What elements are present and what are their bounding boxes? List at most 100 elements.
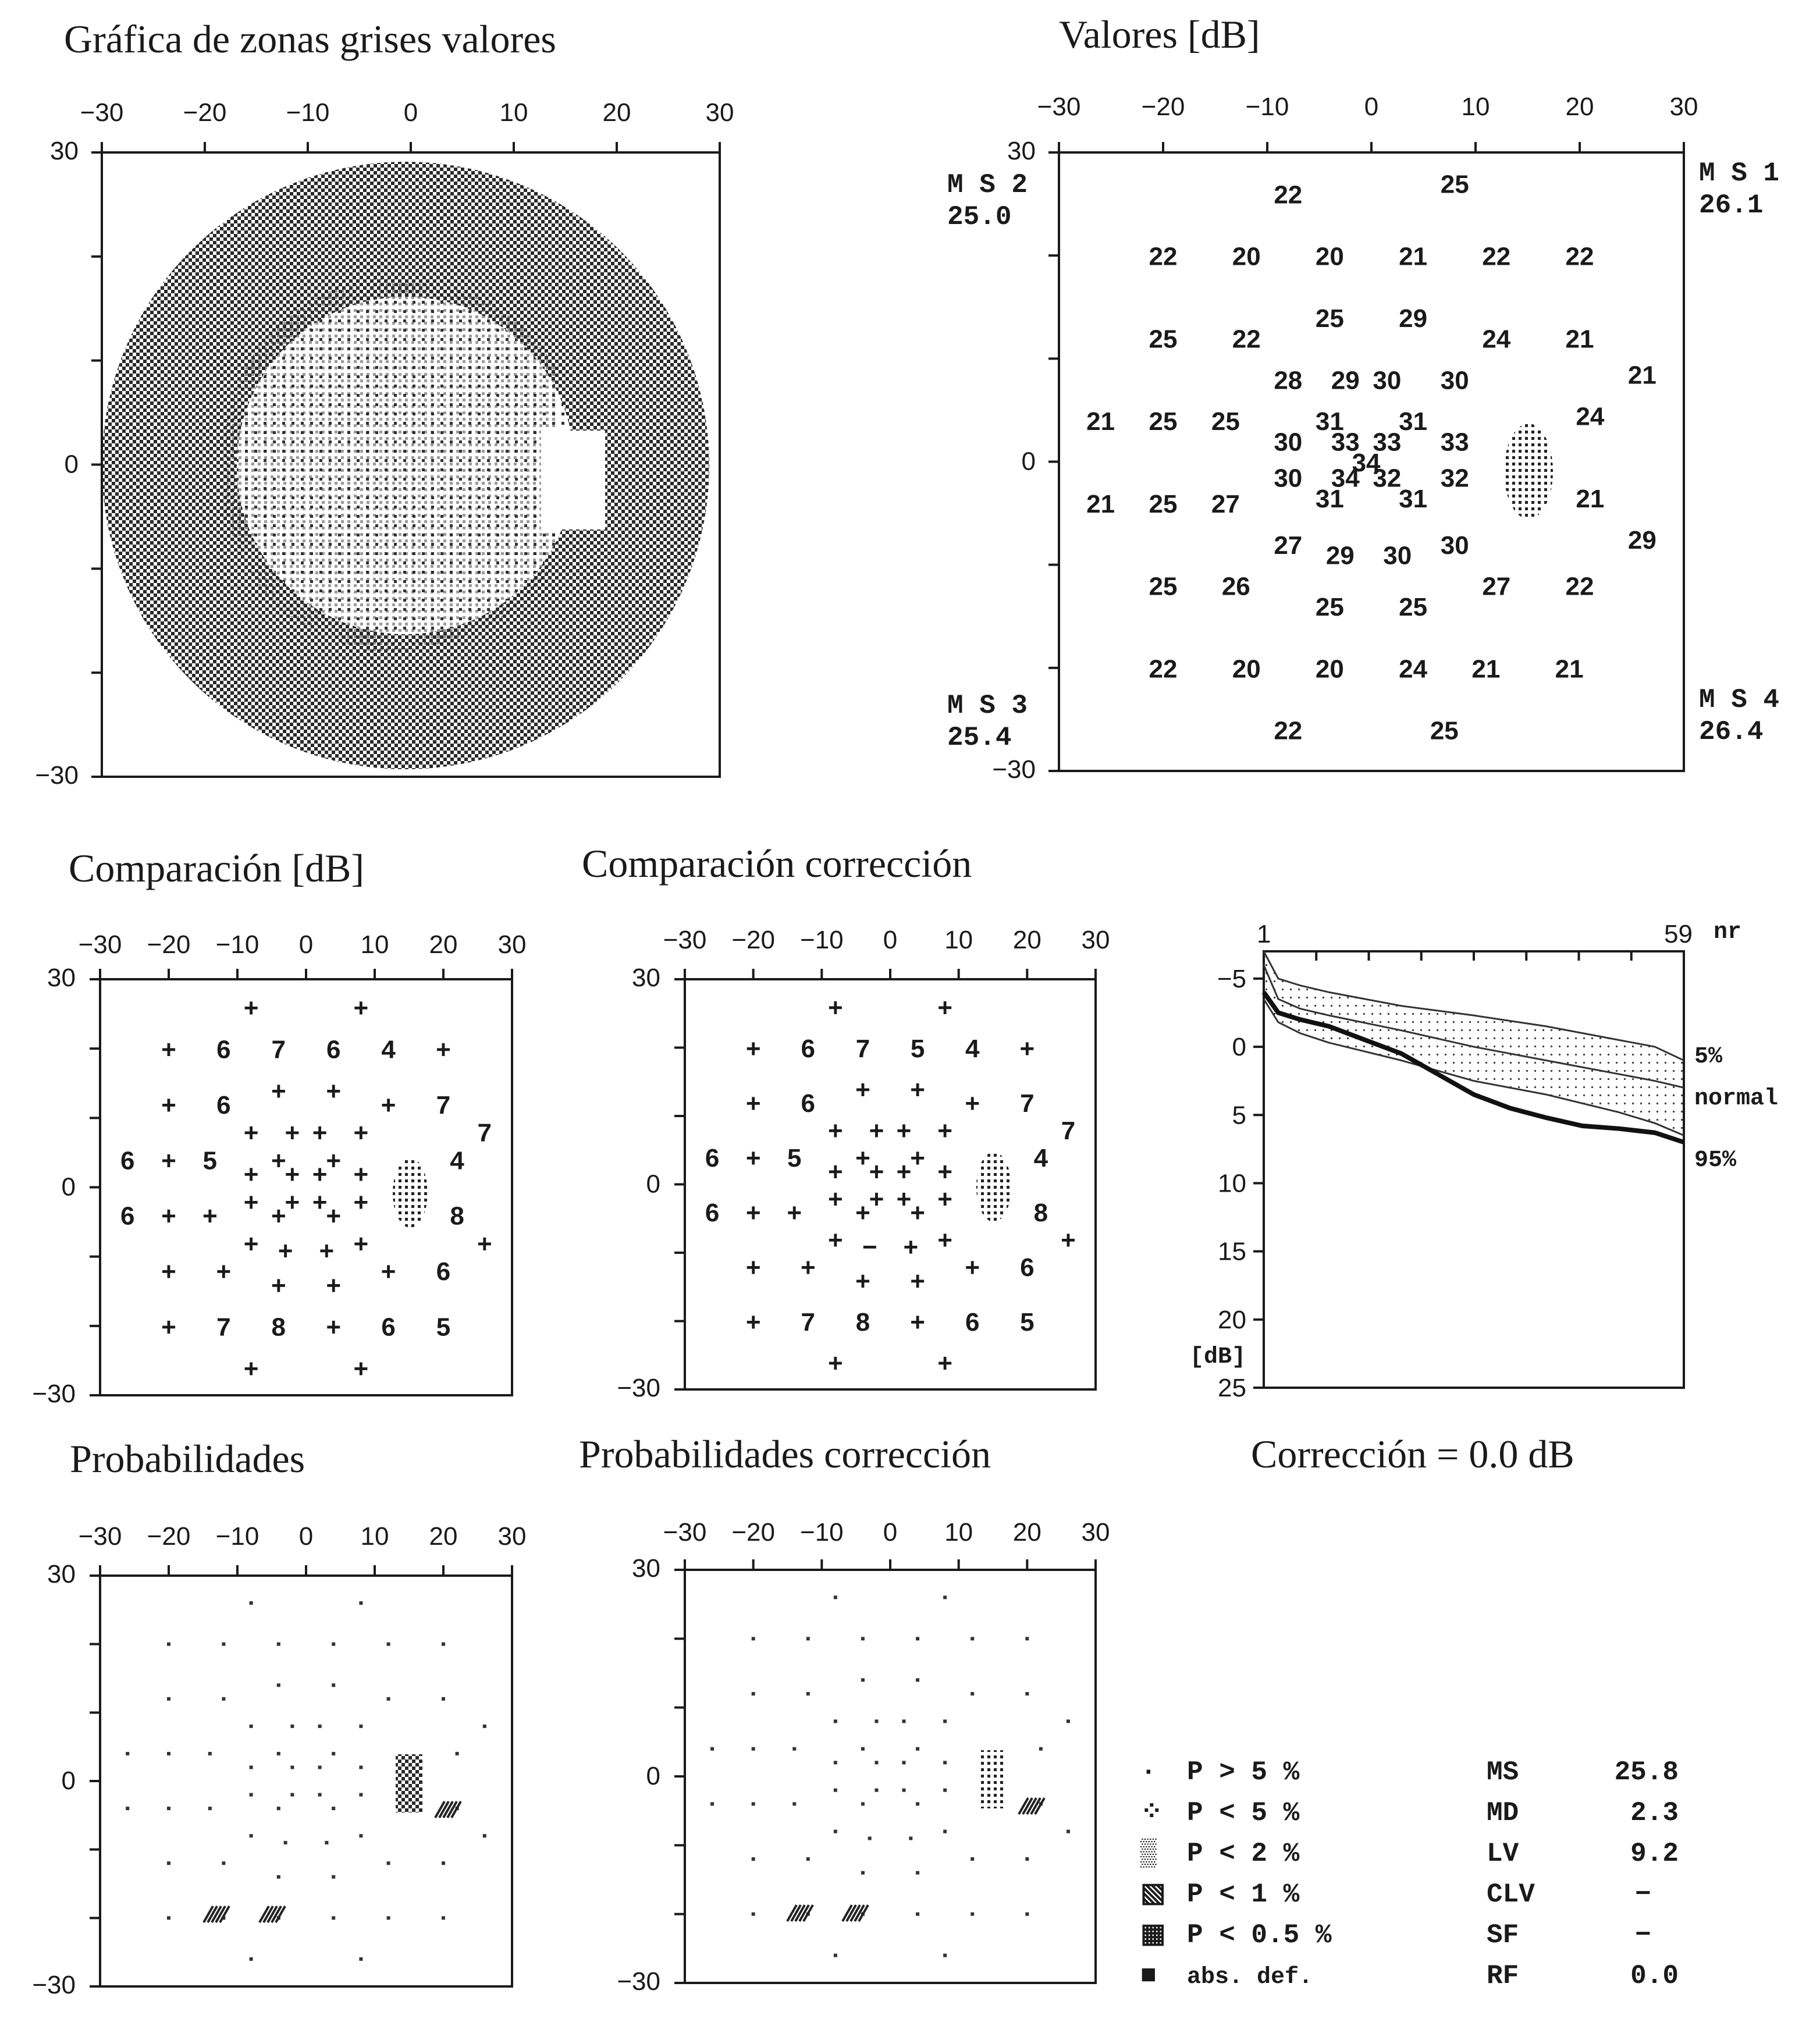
probabilities-title: Probabilidades bbox=[70, 1437, 305, 1481]
prob-point bbox=[332, 1875, 336, 1879]
values-value: 30 bbox=[1373, 366, 1401, 394]
probcorr-point bbox=[861, 1871, 865, 1875]
prob-point bbox=[482, 1834, 486, 1838]
values-value: 24 bbox=[1482, 325, 1510, 353]
legend-text: P < 1 % bbox=[1187, 1879, 1300, 1910]
comp-value: + bbox=[381, 1257, 396, 1286]
prob-hatch-stroke bbox=[446, 1801, 458, 1818]
values-value: 25 bbox=[1149, 490, 1178, 518]
prob-hatch-marker bbox=[202, 1906, 230, 1923]
comp-value: + bbox=[381, 1091, 396, 1119]
probcorr-point bbox=[861, 1747, 865, 1751]
prob-frame bbox=[99, 1574, 513, 1988]
prob-point bbox=[276, 1751, 280, 1755]
probcorr-p2-patch bbox=[977, 1750, 1004, 1808]
prob-point bbox=[318, 1765, 322, 1769]
comp-value: + bbox=[319, 1236, 335, 1265]
values-value: 21 bbox=[1566, 325, 1594, 353]
values-value: 25 bbox=[1441, 170, 1469, 199]
probcorr-point bbox=[1025, 1912, 1029, 1916]
probcorr-frame bbox=[684, 1569, 1097, 1984]
gray-x-tick-label: 0 bbox=[404, 98, 418, 127]
stat-value: 25.8 bbox=[1615, 1757, 1679, 1787]
comp-value: + bbox=[161, 1036, 176, 1064]
prob-point bbox=[167, 1916, 170, 1920]
probability-legend: · P > 5 % ⁘ P < 5 % ▒ P < 2 % ▧ P < 1 % … bbox=[1140, 1757, 1332, 1991]
compcorr-value: + bbox=[746, 1308, 761, 1337]
values-value: 27 bbox=[1211, 490, 1240, 518]
prob-x-tick-label: 10 bbox=[361, 1522, 389, 1551]
prob-point bbox=[249, 1724, 253, 1728]
global-indices: MS 25.8 MD 2.3 LV 9.2 CLV − SF − RF 0.0 bbox=[1487, 1757, 1679, 1991]
ms4-value: 26.4 bbox=[1699, 717, 1763, 747]
compcorr-value: + bbox=[855, 1076, 870, 1104]
values-x-tick-label: 10 bbox=[1462, 93, 1490, 121]
comp-axes: −30 −20 −10 0 10 20 30 30 0 −30 bbox=[32, 930, 526, 1408]
compcorr-value: + bbox=[965, 1089, 980, 1118]
compcorr-value: + bbox=[897, 1158, 912, 1186]
compcorr-y-tick-label: 30 bbox=[632, 964, 660, 992]
comp-value: 6 bbox=[216, 1091, 230, 1119]
prob-point bbox=[167, 1642, 170, 1646]
compcorr-x-tick-label: 20 bbox=[1013, 926, 1041, 954]
stat-label: SF bbox=[1487, 1920, 1519, 1950]
legend-text: P < 5 % bbox=[1187, 1798, 1300, 1828]
prob-x-tick-label: −20 bbox=[147, 1522, 191, 1551]
probcorr-point bbox=[971, 1912, 975, 1916]
prob-hatch-stroke bbox=[266, 1906, 278, 1923]
prob-y-tick-label: 30 bbox=[47, 1560, 76, 1588]
ms1-value: 26.1 bbox=[1699, 190, 1763, 221]
probcorr-hatch-marker bbox=[841, 1904, 869, 1922]
values-y-tick-label: 0 bbox=[1022, 447, 1036, 476]
probcorr-marks bbox=[710, 1595, 1070, 1957]
curve-plot: −5 0 5 10 15 20 25 bbox=[1217, 950, 1685, 1402]
probcorr-hatch-stroke bbox=[1022, 1797, 1033, 1815]
ms1-label: M S 1 bbox=[1699, 158, 1779, 189]
values-value: 21 bbox=[1555, 655, 1584, 683]
probcorr-point bbox=[875, 1719, 879, 1723]
probcorr-x-tick-label: 0 bbox=[883, 1518, 897, 1547]
comp-value: + bbox=[278, 1236, 293, 1265]
probcorr-point bbox=[916, 1802, 920, 1806]
prob-hatch-stroke bbox=[450, 1801, 462, 1818]
compcorr-value: + bbox=[965, 1253, 980, 1282]
gray-y-tick-label: −30 bbox=[35, 761, 79, 790]
compcorr-value: + bbox=[746, 1199, 761, 1227]
compcorr-value: 6 bbox=[965, 1308, 979, 1337]
values-value: 30 bbox=[1383, 542, 1412, 570]
prob-y-tick-label: 0 bbox=[62, 1766, 76, 1795]
gray-x-tick-label: −30 bbox=[80, 98, 124, 127]
probcorr-point bbox=[861, 1802, 865, 1806]
prob-hatch-stroke bbox=[215, 1906, 226, 1923]
probcorr-hatch-stroke bbox=[790, 1904, 802, 1922]
probcorr-point bbox=[943, 1829, 947, 1833]
prob-point bbox=[332, 1916, 336, 1920]
values-value: 21 bbox=[1471, 655, 1500, 683]
comp-value: + bbox=[244, 1229, 259, 1258]
curve-label-5: 5% bbox=[1694, 1044, 1723, 1070]
gray-axes: −30 −20 −10 0 10 20 30 30 0 −30 bbox=[35, 98, 734, 790]
probcorr-point bbox=[751, 1692, 755, 1696]
probcorr-point bbox=[943, 1761, 947, 1765]
compcorr-x-tick-label: 30 bbox=[1082, 926, 1110, 954]
prob-point bbox=[442, 1916, 445, 1920]
values-value: 30 bbox=[1441, 366, 1469, 394]
prob-point bbox=[249, 1834, 253, 1838]
blind-spot-marker bbox=[976, 1152, 1011, 1222]
curve-y-tick-label: 15 bbox=[1218, 1238, 1246, 1266]
gray-patch bbox=[355, 643, 378, 672]
probcorr-hatch-stroke bbox=[845, 1904, 857, 1922]
prob-point bbox=[359, 1957, 363, 1961]
values-value: 30 bbox=[1441, 531, 1469, 560]
probcorr-point bbox=[916, 1871, 920, 1875]
probabilities-correction-title: Probabilidades corrección bbox=[579, 1432, 991, 1476]
gray-x-tick-label: −10 bbox=[286, 98, 330, 127]
comp-y-tick-label: 30 bbox=[47, 964, 76, 992]
probcorr-point bbox=[861, 1637, 865, 1641]
probcorr-point bbox=[868, 1836, 872, 1840]
compcorr-value: + bbox=[937, 994, 952, 1022]
compcorr-value: 6 bbox=[1020, 1253, 1034, 1282]
prob-point bbox=[359, 1765, 363, 1769]
probcorr-hatch-stroke bbox=[802, 1904, 814, 1922]
compcorr-value: + bbox=[937, 1158, 952, 1186]
